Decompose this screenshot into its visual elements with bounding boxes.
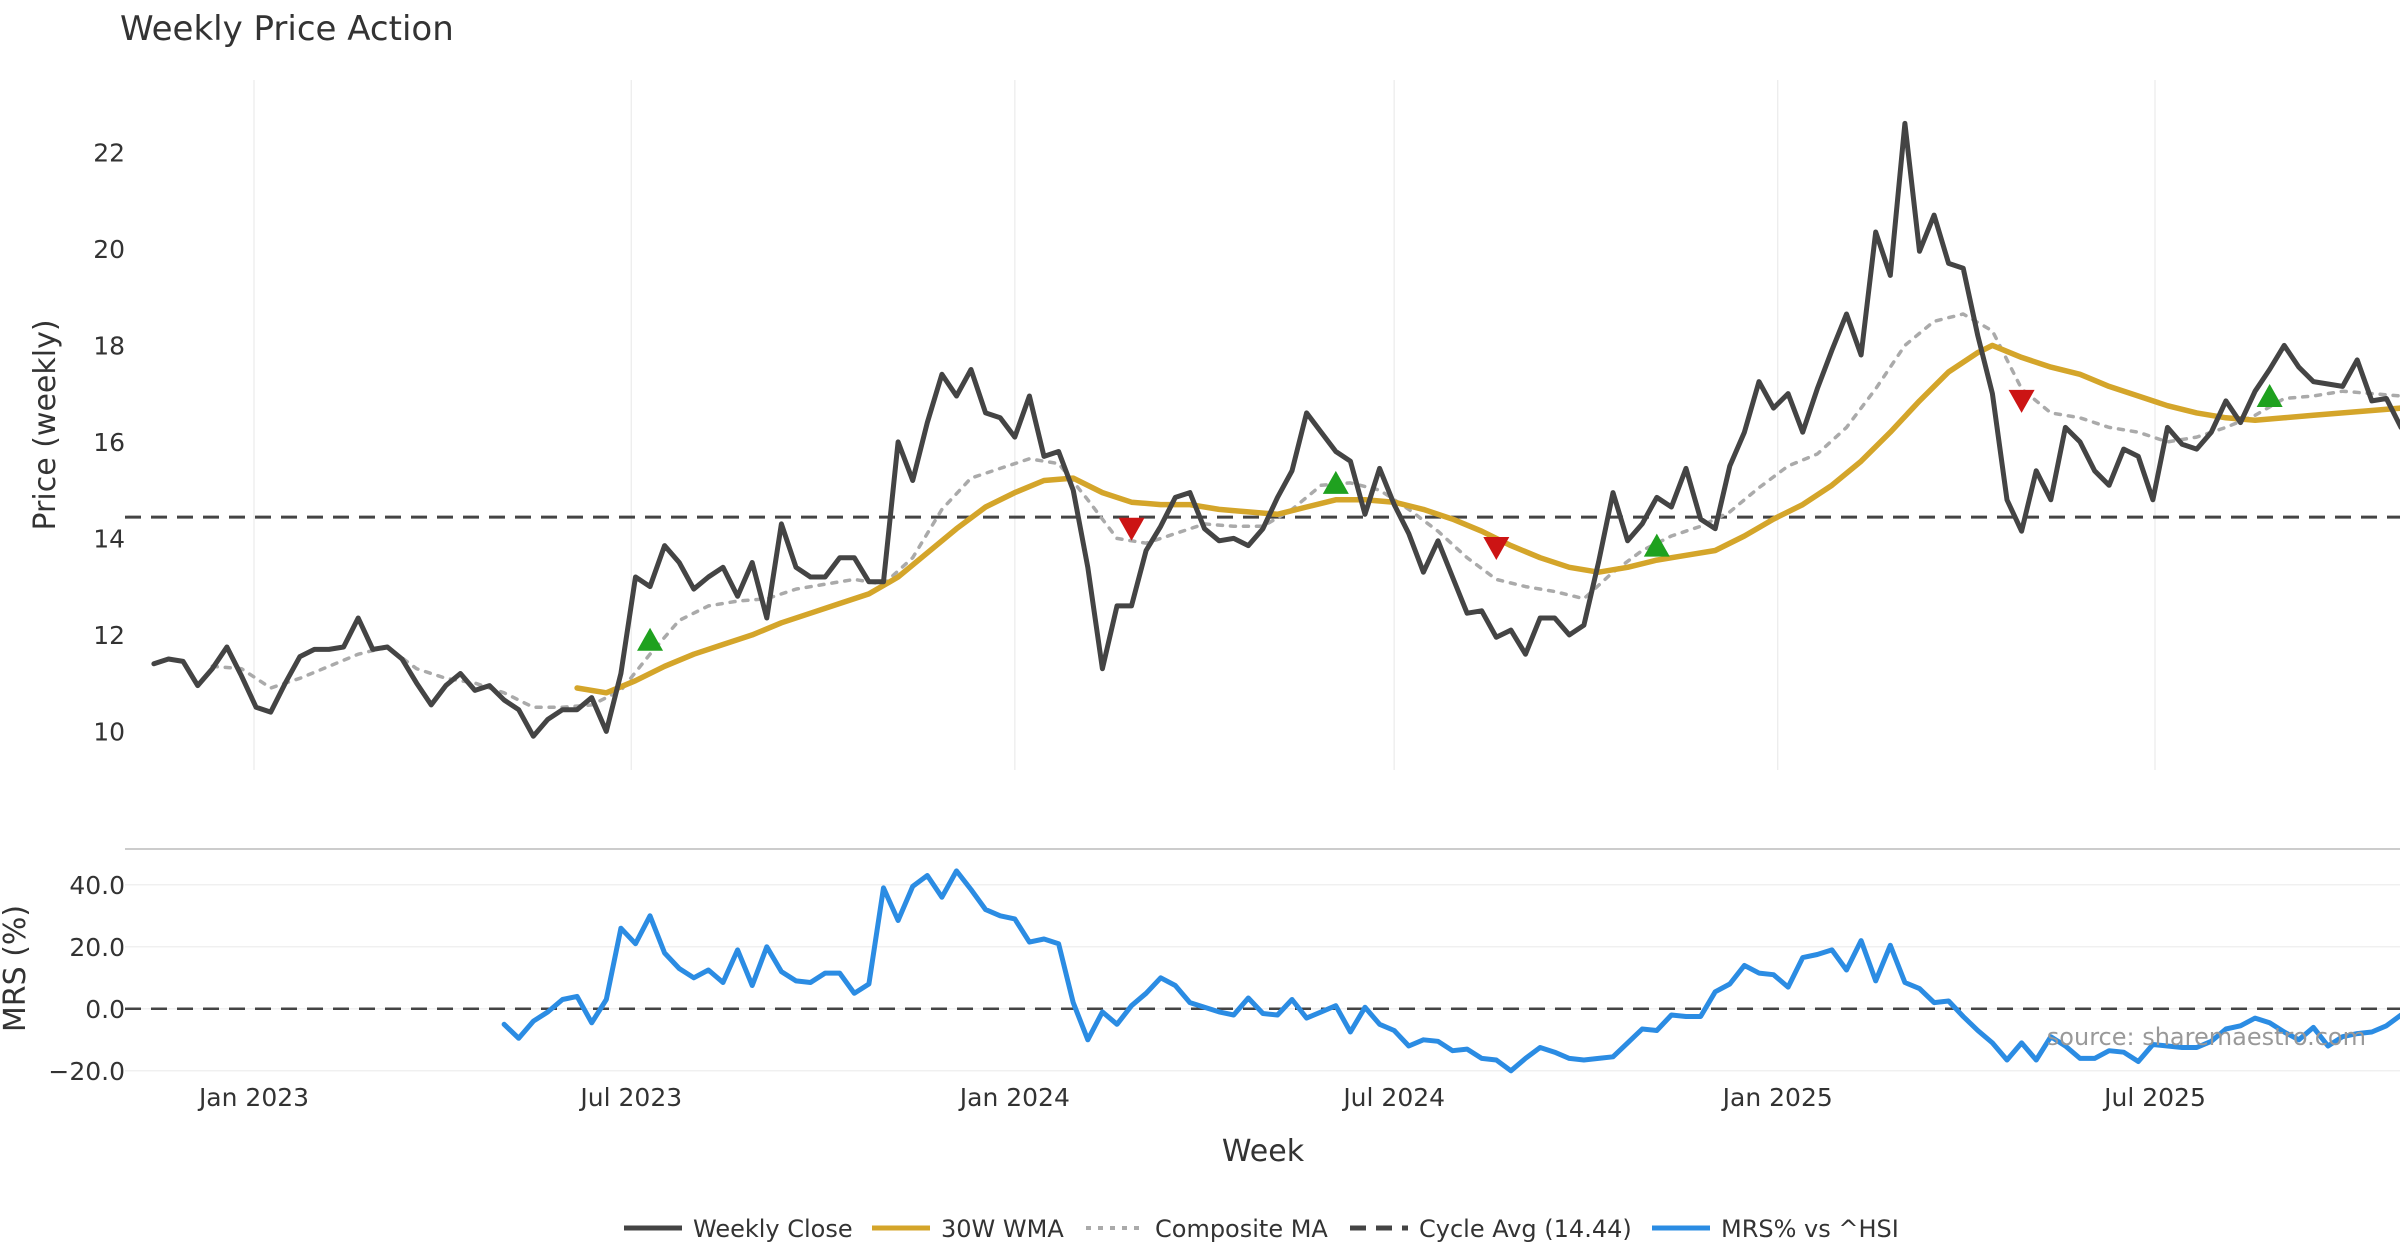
mrs-y-tick-label: 20.0: [69, 933, 125, 962]
buy-signal-marker: [1322, 470, 1349, 494]
legend-label: 30W WMA: [941, 1215, 1064, 1243]
legend-label: MRS% vs ^HSI: [1721, 1215, 1899, 1243]
price-y-tick-label: 20: [93, 235, 125, 264]
x-tick-label: Jan 2024: [958, 1083, 1070, 1112]
weekly-close-line: [151, 120, 2400, 739]
mrs-y-tick-label: −20.0: [48, 1057, 125, 1086]
price-y-tick-label: 14: [93, 524, 125, 553]
source-note: source: sharemaestro.com: [2047, 1023, 2366, 1051]
price-y-tick-label: 16: [93, 428, 125, 457]
composite-ma-line: [210, 312, 2400, 710]
x-tick-label: Jan 2023: [197, 1083, 309, 1112]
buy-signal-marker: [637, 627, 664, 651]
price-y-tick-label: 22: [93, 138, 125, 167]
wma-30w-line: [574, 342, 2400, 696]
price-y-tick-label: 10: [93, 717, 125, 746]
x-tick-label: Jul 2023: [578, 1083, 682, 1112]
x-tick-label: Jul 2024: [1341, 1083, 1445, 1112]
sell-signal-marker: [1483, 537, 1510, 561]
sell-signal-marker: [2008, 389, 2035, 413]
mrs-y-tick-label: 0.0: [85, 995, 125, 1024]
legend-label: Composite MA: [1155, 1215, 1328, 1243]
mrs-y-tick-label: 40.0: [69, 871, 125, 900]
chart-title: Weekly Price Action: [120, 9, 454, 49]
mrs-y-axis-title: MRS (%): [0, 905, 33, 1032]
price-y-tick-label: 18: [93, 331, 125, 360]
x-tick-label: Jul 2025: [2102, 1083, 2206, 1112]
mrs-line: [501, 868, 2400, 1074]
legend-label: Cycle Avg (14.44): [1419, 1215, 1632, 1243]
legend-label: Weekly Close: [693, 1215, 853, 1243]
x-axis-title: Week: [1222, 1134, 1305, 1169]
price-y-tick-label: 12: [93, 621, 125, 650]
price-y-axis-title: Price (weekly): [28, 319, 63, 530]
buy-signal-marker: [1643, 533, 1670, 557]
sell-signal-marker: [1118, 517, 1145, 541]
buy-signal-marker: [2256, 384, 2283, 408]
x-tick-label: Jan 2025: [1721, 1083, 1833, 1112]
